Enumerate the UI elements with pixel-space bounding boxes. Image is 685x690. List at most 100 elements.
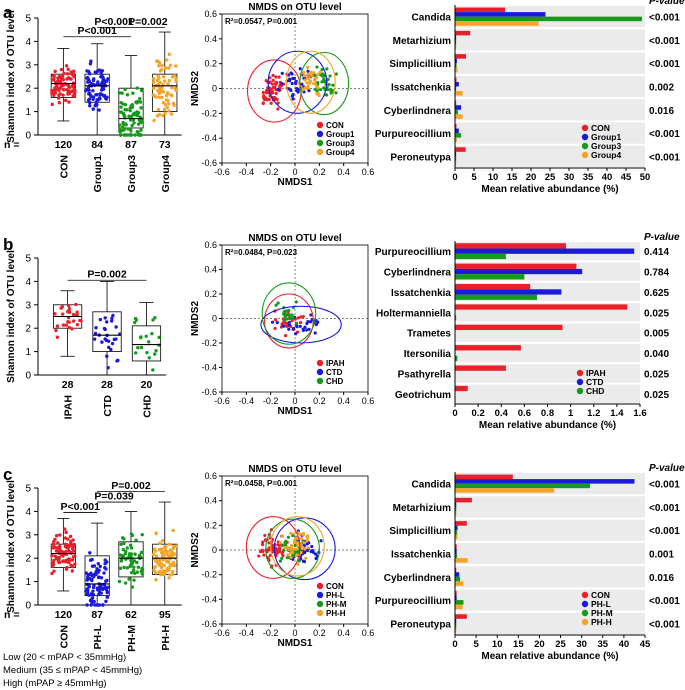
panel-a-abundance-band (455, 29, 645, 51)
panel-c-boxplot-point (136, 565, 141, 569)
panel-b-nmds-legend-marker (316, 368, 324, 376)
panel-a-boxplot-point (64, 64, 69, 68)
panel-a-boxplot-point (162, 79, 167, 83)
panel-b-boxplot-point (103, 316, 107, 320)
panel-c-boxplot-point (72, 542, 76, 547)
panel-c-nmds-point (289, 551, 293, 555)
panel-a-abundance-pvalue: <0.001 (649, 129, 680, 140)
panel-a-boxplot-point (151, 86, 156, 90)
panel-c-boxplot-point (130, 561, 134, 565)
panel-c-nmds-legend-label: PH-L (326, 591, 345, 600)
panel-a-boxplot-point (91, 107, 95, 111)
panel-a-nmds-point (277, 75, 281, 79)
panel-c-nmds-point (258, 550, 263, 554)
panel-c-boxplot-point (171, 546, 176, 551)
panel-b-abundance-x-label: Mean relative abundance (%) (479, 420, 616, 431)
panel-c-abundance-band (455, 589, 645, 611)
panel-a-boxplot-point (174, 64, 178, 68)
panel-a-boxplot-box (118, 87, 144, 129)
panel-c-abundance-legend-marker (581, 618, 589, 626)
panel-c-abundance-bar (455, 604, 463, 610)
panel-c-boxplot-point (123, 552, 127, 556)
panel-b-boxplot-point (98, 317, 103, 322)
panel-b-abundance-x-tick-label: 1.2 (587, 408, 600, 419)
panel-c-nmds-legend-marker (316, 600, 324, 608)
panel-a-boxplot-point (139, 117, 143, 121)
panel-a-boxplot-point (87, 88, 91, 92)
panel-b-nmds-x-tick-label: -0.2 (263, 396, 279, 406)
panel-c-abundance-bar (455, 627, 457, 633)
panel-c-boxplot-y-tick-label: 0 (25, 601, 31, 612)
panel-c-nmds-point (301, 545, 305, 549)
panel-b-boxplot-point (134, 351, 138, 355)
panel-a-boxplot-point (117, 91, 122, 95)
panel-b-abundance-band (455, 384, 640, 403)
panel-a-boxplot-point (139, 88, 144, 93)
panel-c-boxplot-point (104, 586, 108, 591)
panel-a-abundance-pvalue: <0.001 (649, 152, 680, 163)
panel-c-abundance-category-label: Peroneutypa (390, 619, 451, 630)
panel-c-abundance-legend-label: PH-M (591, 608, 613, 618)
panel-b-boxplot-y-tick-label: 3 (25, 300, 31, 311)
panel-b-boxplot-point (144, 334, 148, 339)
panel-b-nmds-legend-marker (316, 377, 324, 385)
panel-c-nmds-point (282, 548, 286, 552)
panel-c-boxplot-point (52, 546, 57, 550)
panel-c-boxplot-point (93, 603, 97, 607)
panel-c-nmds-x-tick-label: 0.2 (313, 628, 326, 638)
panel-a-boxplot-point (157, 76, 161, 80)
panel-c-boxplot-point (171, 569, 175, 574)
panel-c-boxplot-point (161, 558, 165, 562)
panel-a-abundance-band (455, 75, 645, 98)
panel-b-abundance-x-tick-label: 0.6 (518, 408, 531, 419)
panel-c-nmds-y-tick-label: -0.6 (201, 619, 217, 629)
panel-a-boxplot-point (166, 82, 170, 86)
panel-c-boxplot-point (154, 531, 158, 536)
panel-b-abundance-category-label: Psathyrella (398, 369, 452, 380)
panel-c-boxplot-point (169, 563, 173, 568)
panel-c-boxplot-point (97, 588, 102, 592)
panel-b-boxplot-point (154, 348, 158, 353)
panel-b-boxplot-point (151, 318, 155, 322)
panel-c-nmds-legend-marker (316, 609, 324, 617)
panel-a-boxplot-point (157, 60, 162, 65)
panel-a-boxplot-point (164, 66, 168, 70)
panel-a-boxplot-point (56, 96, 61, 100)
panel-b-abundance-x-tick-label: 1.6 (633, 408, 646, 419)
panel-c-nmds-point (292, 553, 296, 557)
panel-b-boxplot-point (67, 307, 72, 311)
panel-c-abundance-band (455, 612, 645, 634)
panel-a-nmds-point (305, 81, 309, 85)
panel-b-abundance-x-tick-label: 0 (452, 408, 457, 419)
panel-b-boxplot-point (92, 337, 97, 341)
panel-b-nmds-y-tick-label: 0.6 (204, 240, 217, 250)
panel-b-boxplot-y-tick-label: 2 (25, 324, 31, 335)
panel-a-boxplot-point (65, 72, 70, 76)
panel-a-boxplot-point (174, 77, 178, 81)
panel-a-nmds-point (267, 97, 271, 102)
panel-c-boxplot-point (73, 554, 77, 558)
panel-a-abundance-x-label: Mean relative abundance (%) (481, 184, 618, 195)
panel-c-nmds-point (275, 548, 279, 552)
panel-b-abundance-bar (455, 324, 563, 331)
panel-b-boxplot-point (150, 331, 154, 336)
panel-c-boxplot-point (132, 559, 137, 563)
panel-a-boxplot-point (123, 107, 127, 112)
panel-a-boxplot-bracket-label: P<0.001 (94, 16, 134, 28)
panel-a-nmds-point (309, 70, 313, 75)
panel-a-abundance-x-tick-label: 30 (564, 172, 575, 183)
panel-c-nmds-point (287, 547, 291, 551)
panel-a-boxplot-point (159, 90, 163, 94)
panel-c-boxplot-point (122, 537, 126, 541)
panel-a-boxplot-point (135, 110, 139, 114)
panel-c-boxplot-bracket-label: P=0.039 (94, 491, 134, 503)
panel-a-nmds-point (306, 65, 310, 69)
panel-b-nmds-point (309, 313, 313, 317)
panel-c-nmds-legend-label: PH-M (326, 600, 347, 609)
panel-a-nmds-point (265, 97, 269, 102)
panel-a-nmds-point (298, 67, 302, 71)
panel-a-nmds-point (262, 94, 266, 98)
panel-b-boxplot-bracket-label: P=0.002 (87, 269, 127, 281)
panel-c-boxplot-point (58, 533, 62, 537)
panel-a-nmds-point (290, 94, 294, 98)
